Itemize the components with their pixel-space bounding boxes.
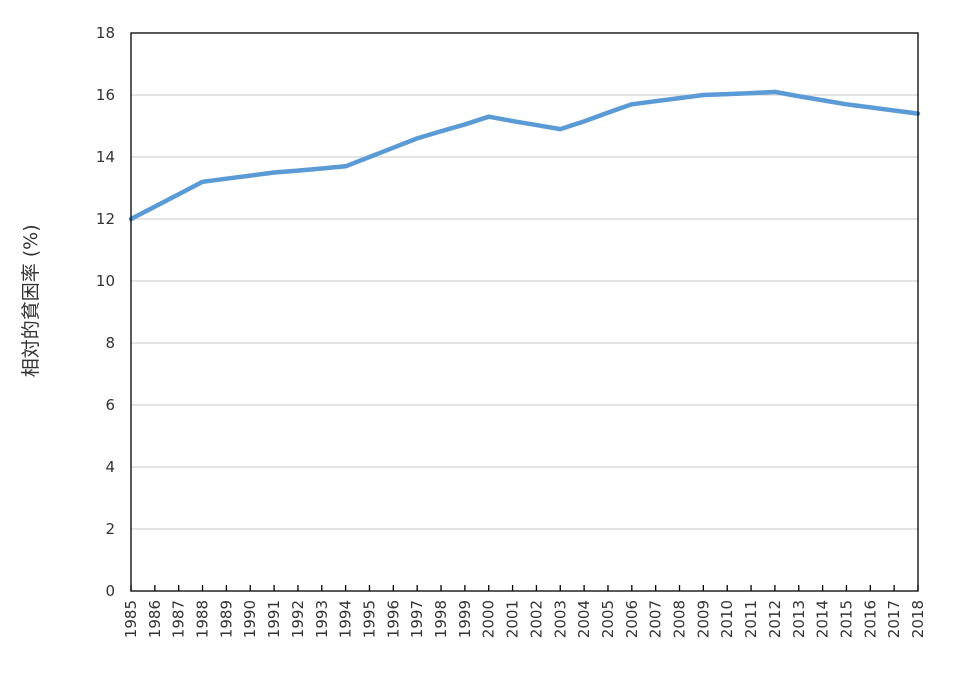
x-tick-label: 2006 (623, 600, 641, 638)
x-tick-label: 2011 (742, 600, 760, 638)
y-tick-label: 16 (96, 86, 115, 104)
y-tick-label: 0 (105, 582, 115, 600)
x-tick-label: 1996 (384, 600, 402, 638)
x-tick-label: 1988 (194, 600, 212, 638)
x-tick-label: 2000 (480, 600, 498, 638)
y-axis-title: 相対的貧困率 (%) (20, 224, 42, 377)
x-tick-label: 1995 (360, 600, 378, 638)
x-axis-ticks (130, 585, 919, 591)
x-tick-label: 2012 (766, 600, 784, 638)
x-tick-label: 1986 (146, 600, 164, 638)
x-tick-label: 2016 (861, 600, 879, 638)
x-tick-label: 1997 (408, 600, 426, 638)
x-tick-label: 2002 (527, 600, 545, 638)
y-axis-tick-labels: 0 2 4 6 8 10 12 14 16 18 (96, 24, 115, 600)
series-layer (128, 89, 921, 222)
y-tick-label: 12 (96, 210, 115, 228)
x-tick-label: 2007 (647, 600, 665, 638)
x-tick-label: 2014 (814, 600, 832, 638)
y-tick-label: 10 (96, 272, 115, 290)
x-tick-label: 2005 (599, 600, 617, 638)
y-tick-label: 14 (96, 148, 115, 166)
x-tick-label: 1992 (289, 600, 307, 638)
x-tick-label: 2003 (551, 600, 569, 638)
x-tick-label: 2018 (909, 600, 927, 638)
y-tick-label: 6 (105, 396, 115, 414)
x-tick-label: 1985 (122, 600, 140, 638)
y-tick-label: 18 (96, 24, 115, 42)
y-tick-label: 8 (105, 334, 115, 352)
gridlines (131, 94, 918, 530)
x-tick-label: 1991 (265, 600, 283, 638)
x-tick-label: 1998 (432, 600, 450, 638)
x-tick-label: 2015 (837, 600, 855, 638)
x-tick-label: 1990 (241, 600, 259, 638)
x-tick-label: 2008 (671, 600, 689, 638)
x-tick-label: 2013 (790, 600, 808, 638)
x-tick-label: 1999 (456, 600, 474, 638)
y-tick-label: 2 (105, 520, 115, 538)
x-tick-label: 2017 (885, 600, 903, 638)
x-axis-tick-labels: 1985 1986 1987 1988 1989 1990 1991 1992 1993 1994… (122, 600, 927, 638)
plot-area-border (130, 32, 919, 592)
x-tick-label: 1994 (337, 600, 355, 638)
x-tick-label: 1987 (170, 600, 188, 638)
x-tick-label: 1989 (217, 600, 235, 638)
x-tick-label: 2001 (504, 600, 522, 638)
series-line (128, 89, 921, 222)
y-tick-label: 4 (105, 458, 115, 476)
x-tick-label: 2004 (575, 600, 593, 638)
x-tick-label: 1993 (313, 600, 331, 638)
x-tick-label: 2010 (718, 600, 736, 638)
x-tick-label: 2009 (694, 600, 712, 638)
